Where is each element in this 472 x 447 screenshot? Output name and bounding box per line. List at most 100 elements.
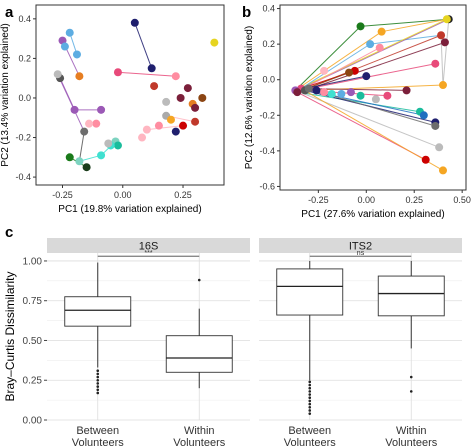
data-point: [72, 50, 81, 59]
x-tick-label: 0.00: [114, 190, 132, 200]
outlier-point: [308, 386, 312, 390]
data-point: [293, 88, 302, 97]
connector-line: [300, 43, 371, 90]
data-point: [82, 163, 91, 172]
y-tick-label: -0.2: [259, 110, 275, 120]
x-category-label: Volunteers: [72, 437, 124, 447]
outlier-point: [308, 402, 312, 406]
data-point: [60, 42, 69, 51]
outlier-point: [96, 382, 100, 385]
panel-label-a: a: [5, 4, 14, 21]
data-point: [402, 86, 411, 95]
data-point: [442, 15, 451, 24]
connector-line: [300, 88, 444, 171]
y-tick-label: 0.4: [262, 4, 275, 14]
data-point: [75, 72, 84, 81]
x-tick-label: 0.50: [453, 195, 471, 205]
data-point: [97, 151, 106, 160]
connector-line: [304, 84, 444, 91]
data-point: [438, 81, 447, 90]
data-point: [150, 82, 159, 91]
data-point: [431, 59, 440, 68]
y-tick-label: 0.50: [23, 336, 43, 347]
data-point: [438, 166, 447, 175]
data-point: [312, 86, 321, 95]
connector-line: [295, 18, 448, 91]
x-category-label: Between: [288, 425, 331, 437]
connector-line: [360, 18, 449, 27]
x-category-label: Within: [396, 425, 427, 437]
x-tick-label: 0.00: [358, 195, 376, 205]
data-point: [320, 66, 329, 75]
y-tick-label: -0.6: [259, 181, 275, 191]
data-point: [154, 121, 163, 130]
data-point: [304, 84, 313, 93]
outlier-point: [308, 383, 312, 387]
connector-line: [146, 125, 184, 131]
data-point: [138, 133, 147, 142]
data-point: [383, 91, 392, 100]
y-tick-label: -0.4: [15, 172, 31, 182]
connector-line: [308, 63, 436, 90]
outlier-point: [308, 393, 312, 396]
connector-line: [117, 71, 176, 77]
data-point: [337, 89, 346, 98]
data-point: [65, 28, 74, 37]
data-point: [53, 70, 62, 79]
data-point: [320, 88, 329, 97]
outlier-point: [96, 385, 100, 388]
box: [64, 296, 132, 327]
connector-line: [134, 22, 153, 69]
data-point: [147, 64, 156, 73]
data-point: [362, 72, 371, 81]
x-tick-label: -0.25: [52, 190, 73, 200]
data-point: [75, 157, 84, 166]
outlier-point: [197, 278, 201, 282]
outlier-point: [308, 380, 312, 384]
data-point: [166, 115, 175, 124]
y-tick-label: -0.4: [259, 146, 275, 156]
data-point: [70, 105, 79, 114]
data-point: [198, 93, 207, 102]
data-point: [104, 139, 113, 148]
x-axis-label: PC1 (19.8% variation explained): [58, 204, 201, 215]
outlier-point: [96, 388, 100, 392]
y-axis-label: PC2 (12.6% variation explained): [244, 26, 255, 169]
data-point: [327, 89, 336, 98]
box: [377, 275, 445, 317]
outlier-point: [308, 396, 312, 400]
data-point: [191, 103, 200, 112]
data-point: [171, 72, 180, 81]
y-tick-label: 1.00: [23, 256, 43, 267]
x-tick-label: 0.25: [174, 190, 192, 200]
data-point: [113, 68, 122, 77]
data-point: [176, 93, 185, 102]
data-point: [210, 38, 219, 47]
outlier-point: [409, 390, 413, 393]
y-tick-label: 0.0: [262, 75, 275, 85]
x-category-label: Volunteers: [385, 437, 437, 447]
data-point: [85, 119, 94, 128]
data-point: [179, 121, 188, 130]
y-axis-label: PC2 (13.4% variation explained): [0, 23, 11, 166]
data-point: [421, 155, 430, 164]
data-point: [171, 127, 180, 136]
y-tick-label: -0.2: [15, 133, 31, 143]
connector-line: [78, 131, 85, 162]
outlier-point: [96, 372, 100, 376]
data-point: [356, 22, 365, 31]
data-point: [440, 38, 449, 47]
connector-line: [297, 47, 380, 93]
y-tick-label: 0.0: [18, 93, 31, 103]
data-point: [142, 125, 151, 134]
x-tick-label: -0.25: [308, 195, 329, 205]
data-point: [437, 31, 446, 40]
y-tick-label: 0.4: [18, 14, 31, 24]
x-axis-label: PC1 (27.6% variation explained): [301, 209, 444, 220]
outlier-point: [308, 390, 312, 393]
connector-line: [297, 91, 421, 113]
data-point: [346, 88, 355, 97]
